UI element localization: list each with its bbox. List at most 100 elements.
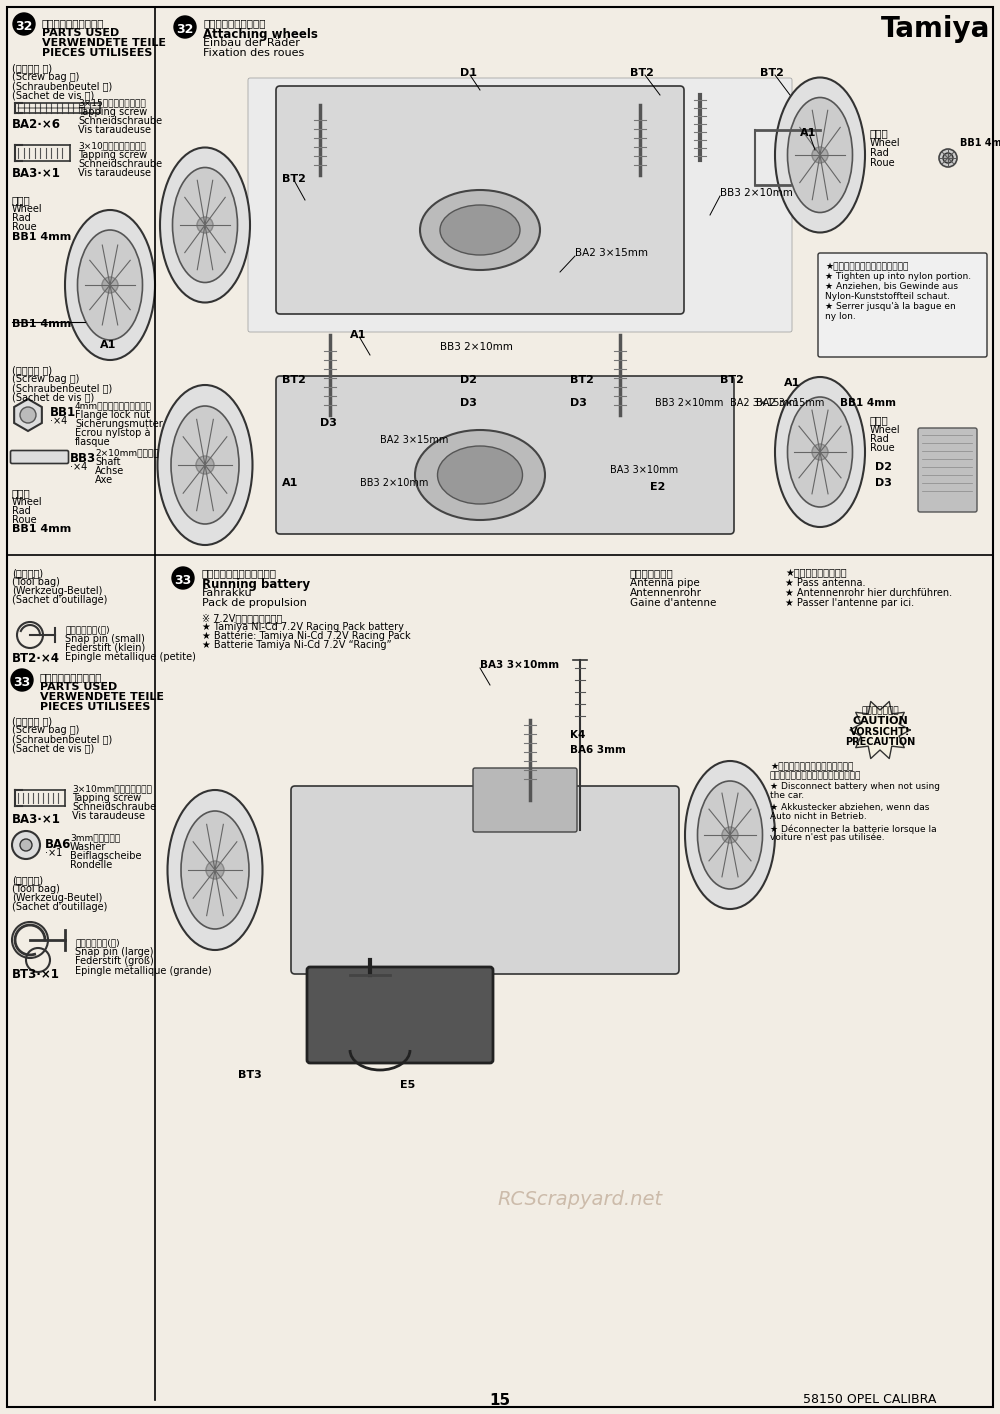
FancyBboxPatch shape <box>291 786 679 974</box>
Text: ★ Anziehen, bis Gewinde aus: ★ Anziehen, bis Gewinde aus <box>825 281 958 291</box>
Text: BB1 4mm: BB1 4mm <box>12 525 71 534</box>
Ellipse shape <box>775 378 865 527</box>
Circle shape <box>174 16 196 38</box>
Text: PRECAUTION: PRECAUTION <box>845 737 915 747</box>
Text: Fahrakku: Fahrakku <box>202 588 253 598</box>
Text: BT2: BT2 <box>282 174 306 184</box>
Text: Ecrou nylstop à: Ecrou nylstop à <box>75 428 150 438</box>
Text: A1: A1 <box>784 378 800 387</box>
Text: PIECES UTILISEES: PIECES UTILISEES <box>40 701 150 713</box>
Text: BB3 2×10mm: BB3 2×10mm <box>440 342 513 352</box>
Text: Achse: Achse <box>95 467 124 477</box>
FancyBboxPatch shape <box>276 86 684 314</box>
Text: Roue: Roue <box>12 515 37 525</box>
FancyBboxPatch shape <box>818 253 987 356</box>
Text: ·×4: ·×4 <box>70 462 87 472</box>
FancyBboxPatch shape <box>918 428 977 512</box>
Text: CAUTION: CAUTION <box>852 715 908 725</box>
Text: (Sachet de vis Ⓑ): (Sachet de vis Ⓑ) <box>12 392 94 402</box>
Text: ★ Passer l'antenne par ici.: ★ Passer l'antenne par ici. <box>785 598 914 608</box>
Ellipse shape <box>420 189 540 270</box>
Text: 58150 OPEL CALIBRA: 58150 OPEL CALIBRA <box>803 1393 937 1406</box>
Text: ★ Batterie Tamiya Ni-Cd 7.2V “Racing”: ★ Batterie Tamiya Ni-Cd 7.2V “Racing” <box>202 641 392 650</box>
Text: D2: D2 <box>460 375 477 385</box>
Ellipse shape <box>168 790 262 950</box>
Text: Snap pin (small): Snap pin (small) <box>65 633 145 643</box>
Text: the car.: the car. <box>770 790 804 800</box>
Text: Schneidschraube: Schneidschraube <box>78 158 162 170</box>
Text: (ビス袋詰 Ⓑ): (ビス袋詰 Ⓑ) <box>12 365 52 375</box>
Text: Federstift (groß): Federstift (groß) <box>75 956 154 966</box>
Text: Rad: Rad <box>870 148 889 158</box>
Text: ★ Déconnecter la batterie lorsque la: ★ Déconnecter la batterie lorsque la <box>770 824 937 833</box>
Text: (Sachet de vis Ⓐ): (Sachet de vis Ⓐ) <box>12 742 94 754</box>
Text: ★ Akkustecker abziehen, wenn das: ★ Akkustecker abziehen, wenn das <box>770 803 929 812</box>
Text: ·×1: ·×1 <box>45 848 62 858</box>
Text: スナップピン(大): スナップピン(大) <box>75 937 120 947</box>
Ellipse shape <box>158 385 252 544</box>
Text: BB1: BB1 <box>50 406 76 419</box>
Text: E2: E2 <box>650 482 665 492</box>
Text: ★ Antennenrohr hier durchführen.: ★ Antennenrohr hier durchführen. <box>785 588 952 598</box>
Text: 15: 15 <box>489 1393 511 1408</box>
Text: 33: 33 <box>174 574 192 587</box>
Text: Vis taraudeuse: Vis taraudeuse <box>72 812 145 822</box>
Text: (Sachet d'outillage): (Sachet d'outillage) <box>12 595 107 605</box>
Ellipse shape <box>171 406 239 525</box>
Text: ·×4: ·×4 <box>50 416 67 426</box>
Ellipse shape <box>181 812 249 929</box>
Ellipse shape <box>173 167 238 283</box>
Text: BA3 3×10mm: BA3 3×10mm <box>480 660 559 670</box>
Text: Rad: Rad <box>870 434 889 444</box>
Text: Epingle métallique (petite): Epingle métallique (petite) <box>65 652 196 663</box>
Text: BA2 3×15mm: BA2 3×15mm <box>380 436 448 445</box>
Text: BB1 4mm: BB1 4mm <box>960 139 1000 148</box>
Circle shape <box>102 277 118 293</box>
Text: BA3·×1: BA3·×1 <box>12 813 61 826</box>
Ellipse shape <box>65 211 155 361</box>
Text: 2×10mmシャフト: 2×10mmシャフト <box>95 448 159 457</box>
Text: BA2·×6: BA2·×6 <box>12 117 61 132</box>
Text: Vis taraudeuse: Vis taraudeuse <box>78 168 151 178</box>
Text: 「使用する小物金具」: 「使用する小物金具」 <box>40 672 103 682</box>
Text: Schneidschraube: Schneidschraube <box>78 116 162 126</box>
Text: 32: 32 <box>176 23 194 35</box>
Text: ★ Disconnect battery when not using: ★ Disconnect battery when not using <box>770 782 940 790</box>
Text: Tapping screw: Tapping screw <box>72 793 141 803</box>
Text: BA3 3×10mm: BA3 3×10mm <box>610 465 678 475</box>
Text: VERWENDETE TEILE: VERWENDETE TEILE <box>42 38 166 48</box>
Text: Rondelle: Rondelle <box>70 860 112 870</box>
Text: BA2 3×15mm: BA2 3×15mm <box>730 397 798 409</box>
Text: 「使用する小物金具」: 「使用する小物金具」 <box>42 18 104 28</box>
Text: 4mmフランジロックナット: 4mmフランジロックナット <box>75 402 152 410</box>
Circle shape <box>196 455 214 474</box>
Text: A1: A1 <box>800 129 816 139</box>
Text: ※ 7.2Vレーシングパック: ※ 7.2Vレーシングパック <box>202 614 282 624</box>
Text: タイヤ: タイヤ <box>870 129 889 139</box>
Ellipse shape <box>685 761 775 909</box>
Text: D1: D1 <box>460 68 477 78</box>
Text: VORSICHT!: VORSICHT! <box>850 727 910 737</box>
Text: Rad: Rad <box>12 214 31 223</box>
FancyBboxPatch shape <box>276 376 734 534</box>
Text: D3: D3 <box>460 397 477 409</box>
Text: D3: D3 <box>320 419 337 428</box>
Ellipse shape <box>775 78 865 232</box>
Text: D3: D3 <box>875 478 892 488</box>
Text: Tapping screw: Tapping screw <box>78 107 147 117</box>
Text: (Schraubenbeutel Ⓐ): (Schraubenbeutel Ⓐ) <box>12 734 112 744</box>
Text: Wheel: Wheel <box>870 139 901 148</box>
Text: Washer: Washer <box>70 841 106 853</box>
Text: BT2: BT2 <box>760 68 784 78</box>
Text: (Screw bag Ⓐ): (Screw bag Ⓐ) <box>12 72 79 82</box>
Text: タイヤ: タイヤ <box>12 195 31 205</box>
Text: PARTS USED: PARTS USED <box>42 28 119 38</box>
Text: BT3: BT3 <box>238 1070 262 1080</box>
Text: D3: D3 <box>570 397 587 409</box>
Text: アンテナパイプ: アンテナパイプ <box>630 568 674 578</box>
Text: Antennenrohr: Antennenrohr <box>630 588 702 598</box>
Text: BT2: BT2 <box>570 375 594 385</box>
Circle shape <box>722 827 738 843</box>
Text: (Schraubenbeutel Ⓐ): (Schraubenbeutel Ⓐ) <box>12 81 112 90</box>
Text: タイヤ: タイヤ <box>12 488 31 498</box>
